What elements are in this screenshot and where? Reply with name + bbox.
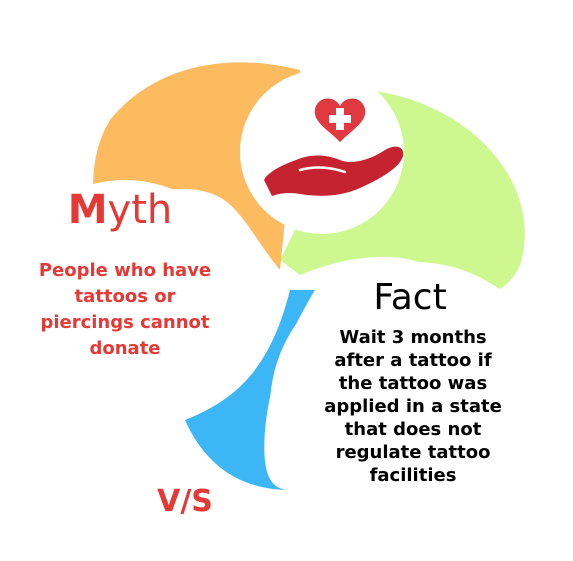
blue-petal-shape [185, 290, 315, 490]
myth-title: Myth [30, 190, 210, 230]
myth-line: tattoos or [74, 286, 176, 308]
fact-line: Wait 3 months [339, 327, 487, 348]
fact-line: that does not [344, 419, 482, 441]
myth-circle [0, 180, 250, 430]
fact-title: Fact [373, 277, 447, 318]
orange-petal-shape [93, 62, 300, 270]
myth-line: People who have [38, 260, 212, 281]
myth-title-first-letter: M [67, 187, 108, 233]
fact-line: regulate tattoo [335, 442, 491, 464]
icon-circle [240, 70, 404, 234]
fact-statement: Wait 3 months after a tattoo if the tatt… [308, 326, 518, 487]
myth-statement: People who have tattoos or piercings can… [20, 258, 230, 362]
fact-line: after a tattoo if [334, 350, 492, 372]
myth-line: piercings cannot [40, 312, 210, 334]
myth-title-rest: yth [107, 187, 173, 233]
fact-circle [270, 262, 560, 552]
heart-in-hand-medical-icon [264, 98, 404, 196]
myth-line: donate [89, 338, 161, 360]
fact-line: applied in a state [324, 396, 502, 418]
vs-label: V/S [157, 484, 213, 519]
fact-line: the tattoo was [338, 373, 488, 395]
fact-line: facilities [369, 465, 457, 487]
